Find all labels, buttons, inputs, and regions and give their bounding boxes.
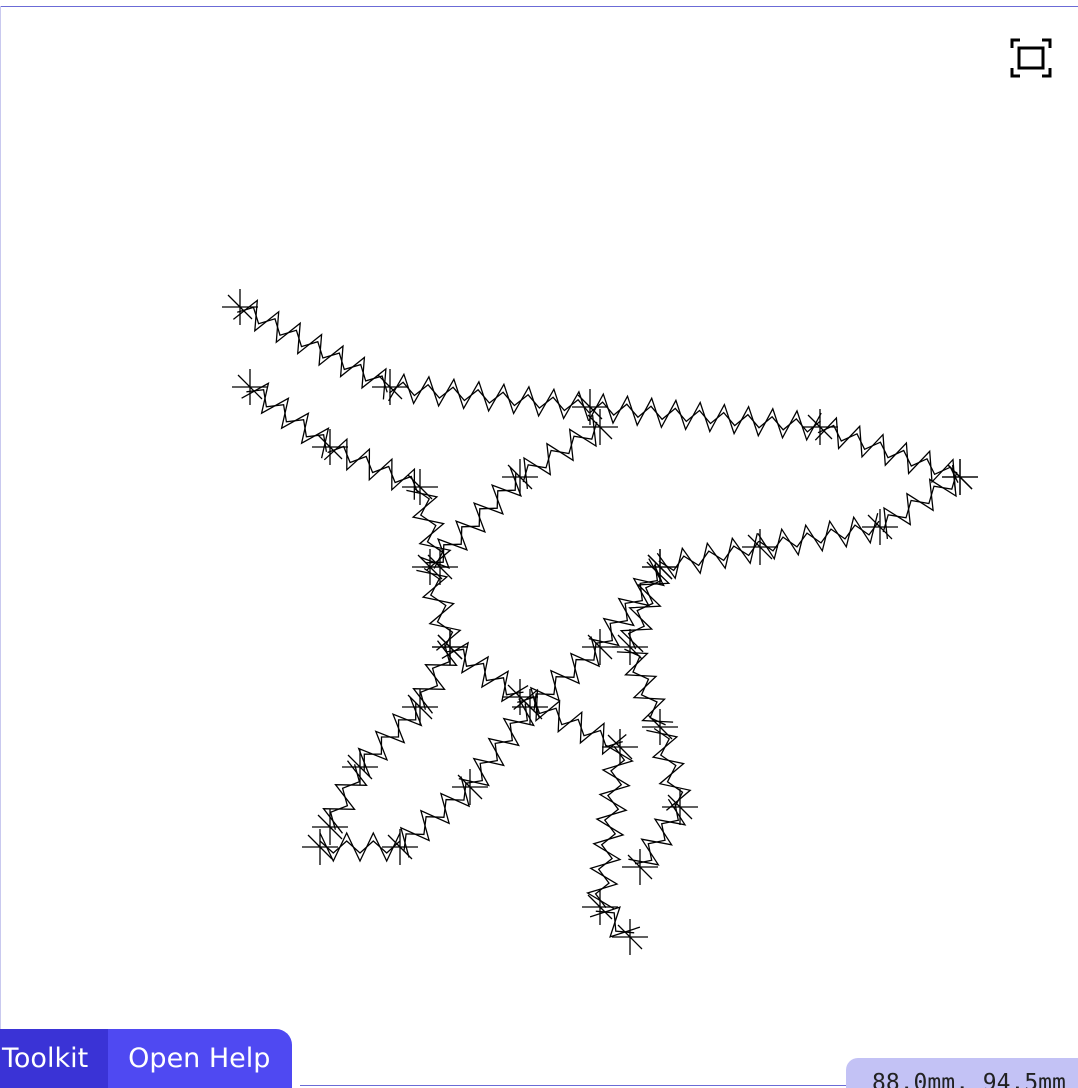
fractal-segment — [817, 424, 959, 483]
fractal-segment — [628, 798, 687, 866]
fractal-segment — [363, 702, 417, 772]
fractal-segment — [758, 520, 880, 552]
fractal-segment — [458, 698, 535, 787]
fractal-node — [942, 459, 978, 495]
fractal-segment — [323, 437, 416, 500]
fractal-segment — [646, 729, 692, 811]
coordinate-value: 88.0mm, 94.5mm — [872, 1070, 1066, 1088]
fractal-segment — [595, 563, 659, 645]
toolkit-button[interactable]: Toolkit — [0, 1029, 109, 1088]
fractal-node — [502, 459, 538, 495]
fractal-segment — [419, 644, 451, 710]
fractal-node — [582, 409, 618, 445]
fractal-segment — [237, 306, 388, 393]
fractal-segment — [423, 567, 454, 649]
fractal-node — [612, 919, 648, 955]
fractal-segment — [589, 401, 821, 433]
bottom-border — [300, 1085, 1078, 1086]
fractal-segment — [319, 840, 401, 854]
fractal-node — [622, 849, 658, 885]
fractal-segment — [465, 703, 529, 785]
toolbar: Toolkit Open Help — [0, 1029, 293, 1088]
fractal-segment — [595, 910, 635, 934]
fractal-node — [802, 409, 838, 445]
fractal-segment — [425, 472, 517, 564]
fractal-node — [422, 549, 458, 585]
fractal-node — [312, 809, 348, 845]
fractal-segment — [517, 696, 623, 748]
fullscreen-button[interactable] — [1008, 36, 1054, 80]
fractal-node — [222, 289, 258, 325]
fullscreen-icon — [1010, 38, 1052, 78]
fractal-node — [312, 429, 348, 465]
fractal-node — [512, 689, 548, 725]
fractal-node — [742, 529, 778, 565]
fractal-node — [642, 549, 678, 585]
fractal-segment — [757, 513, 879, 561]
fractal-segment — [882, 471, 958, 533]
fractal-segment — [403, 782, 467, 852]
fractal-node — [662, 789, 698, 825]
fractal-segment — [388, 381, 590, 414]
fractal-segment — [624, 648, 666, 726]
top-border — [0, 6, 1078, 7]
drawing-canvas[interactable] — [0, 7, 1078, 1085]
fractal-segment — [627, 564, 663, 650]
fractal-node — [572, 389, 608, 425]
fractal-segment — [416, 569, 462, 651]
fractal-segment — [406, 489, 452, 571]
fractal-segment — [232, 298, 387, 400]
open-help-button[interactable]: Open Help — [108, 1029, 293, 1088]
fractal-segment — [658, 540, 760, 572]
fractal-segment — [241, 382, 330, 459]
fractal-node — [302, 829, 338, 865]
fractal-node — [452, 769, 488, 805]
fractal-node — [602, 729, 638, 765]
fractal-drawing — [222, 289, 978, 955]
fractal-segment — [594, 745, 626, 909]
fractal-node — [642, 709, 678, 745]
fractal-segment — [329, 764, 361, 830]
fractal-segment — [653, 727, 684, 809]
coordinate-readout: 88.0mm, 94.5mm — [846, 1058, 1078, 1088]
fractal-segment — [413, 487, 444, 569]
fractal-segment — [588, 558, 665, 647]
fractal-segment — [319, 831, 401, 863]
fractal-segment — [533, 642, 597, 712]
fractal-node — [612, 629, 648, 665]
fractal-node — [402, 689, 438, 725]
fractal-segment — [522, 421, 598, 483]
left-border — [0, 6, 1, 1088]
toolkit-label: Toolkit — [2, 1043, 89, 1074]
fractal-node — [232, 369, 268, 405]
fractal-node — [432, 629, 468, 665]
fractal-node — [372, 369, 408, 405]
fractal-segment — [327, 445, 419, 493]
open-help-label: Open Help — [128, 1043, 271, 1074]
fractal-segment — [634, 803, 680, 865]
fractal-segment — [814, 416, 956, 491]
fractal-segment — [446, 648, 524, 696]
fractal-node — [862, 509, 898, 545]
fractal-node — [382, 829, 418, 865]
fractal-segment — [419, 466, 523, 570]
fractal-node — [342, 749, 378, 785]
fractal-segment — [388, 372, 590, 422]
fractal-segment — [656, 533, 758, 580]
fractal-node — [582, 889, 618, 925]
fractal-node — [402, 469, 438, 505]
